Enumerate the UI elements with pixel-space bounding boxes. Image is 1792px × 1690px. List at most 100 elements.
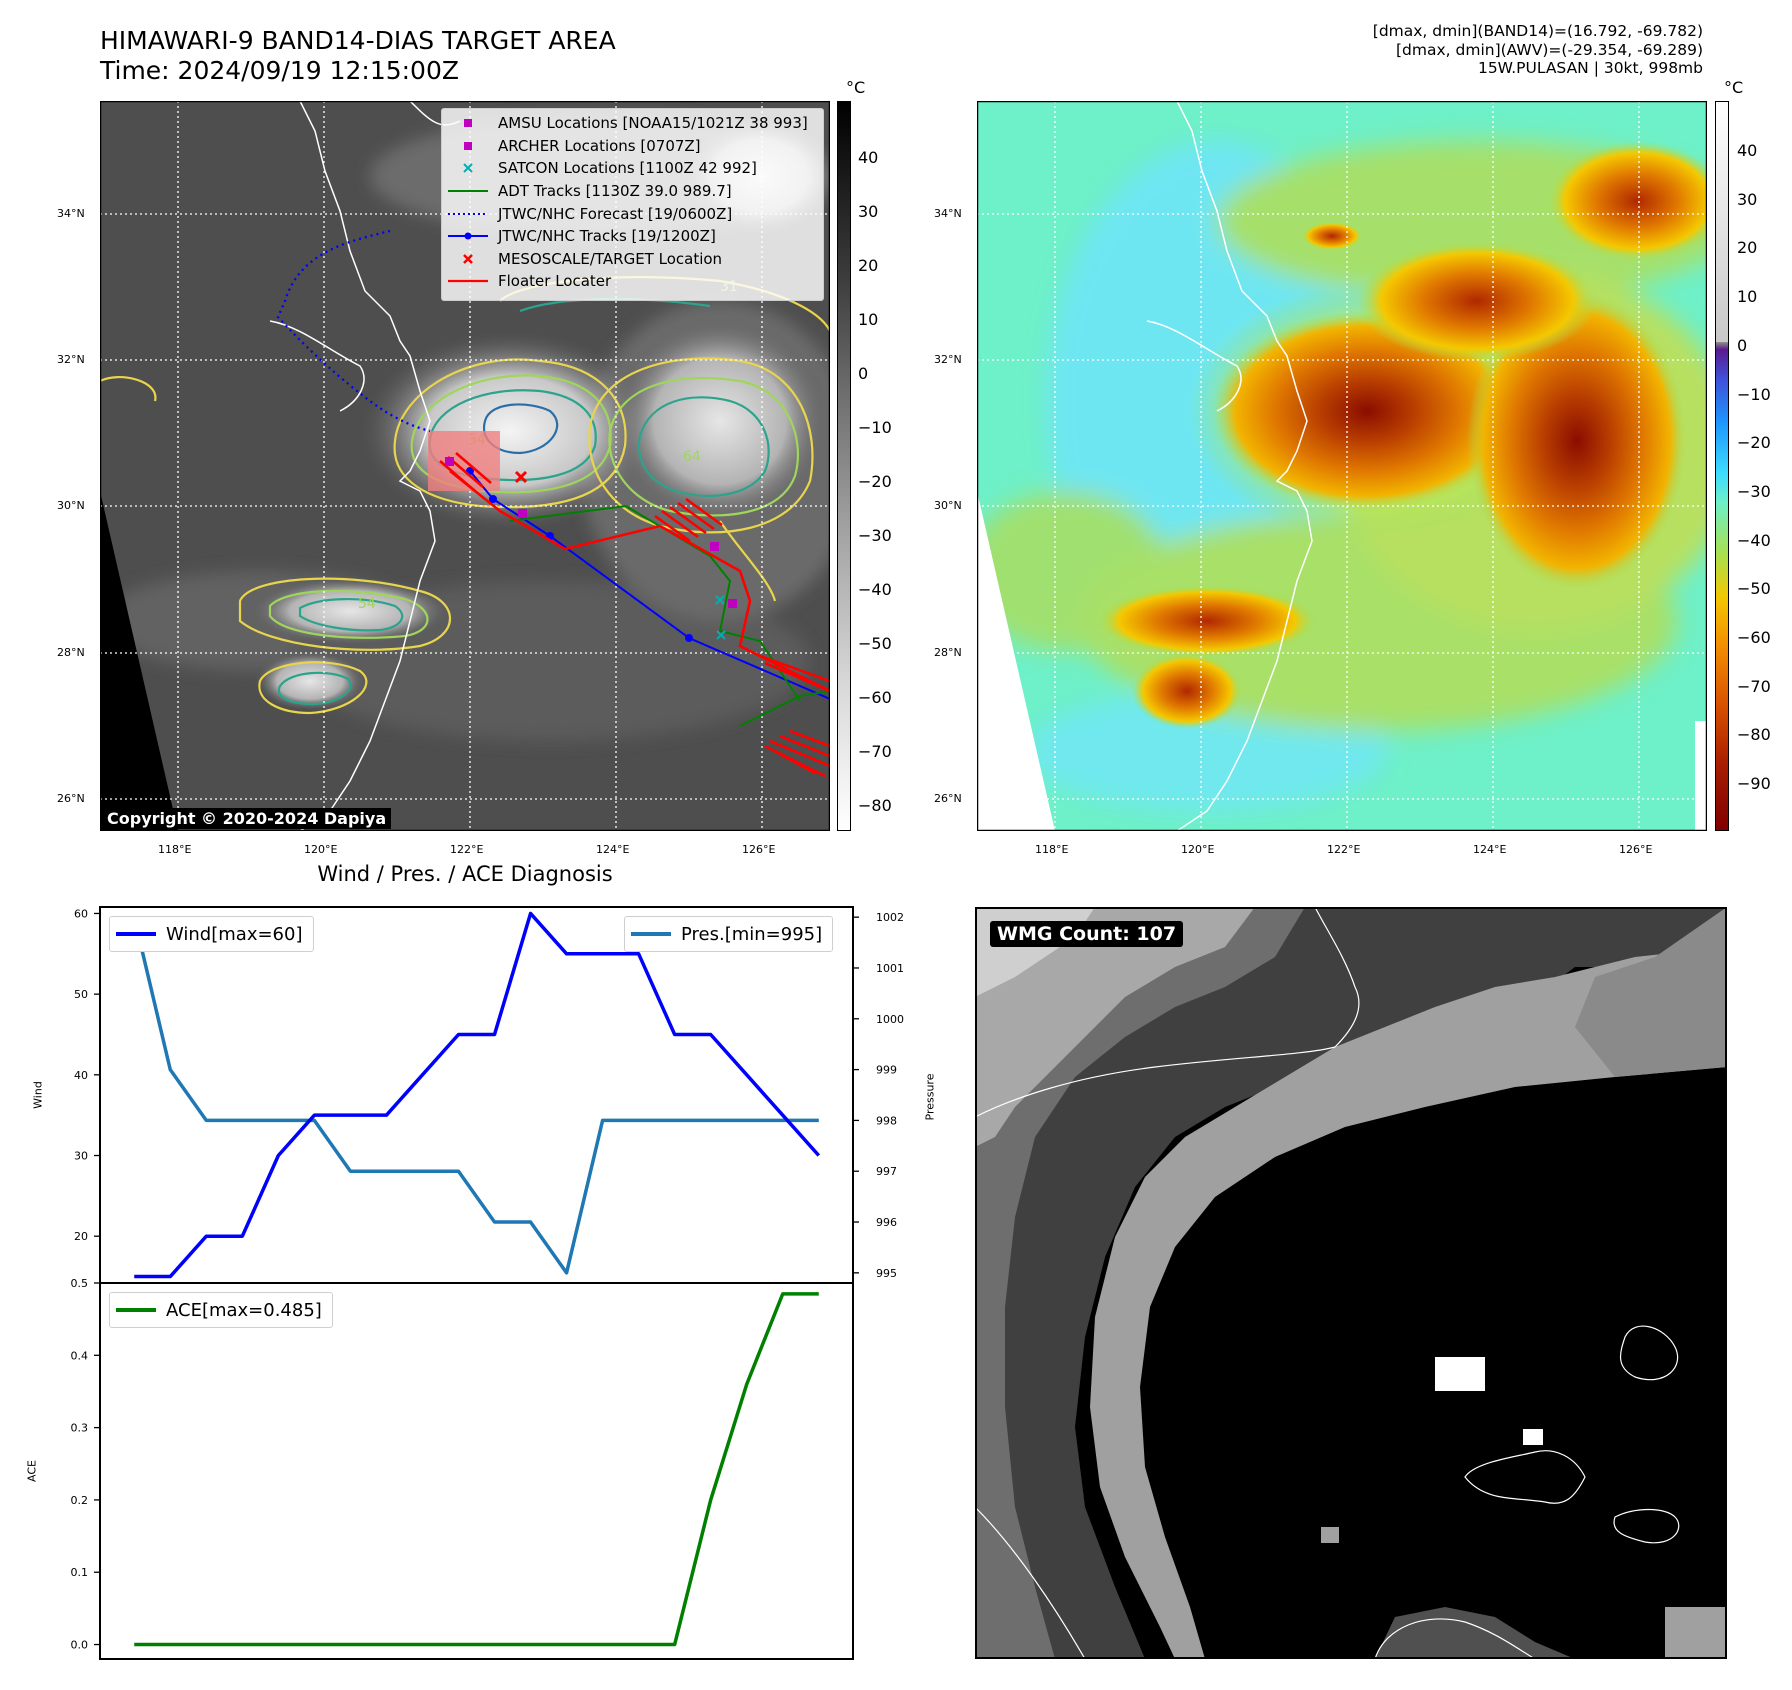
ace-tick-label: 0.1 [71,1566,89,1579]
cb-tick: −50 [1737,579,1771,598]
cb-tick: −40 [858,580,892,599]
pressure-series-line [132,916,819,1275]
jtwc-track [466,467,830,700]
wind-legend: Wind[max=60] [109,916,314,952]
lat-label: 26°N [57,792,85,805]
floater-locater [439,452,830,778]
pressure-tick-label: 1000 [876,1013,904,1026]
lon-label: 120°E [1181,843,1215,856]
wind-tick-label: 40 [74,1069,88,1082]
awv-gridlines [977,101,1707,831]
pressure-tick-label: 997 [876,1165,897,1178]
jtwc-forecast-track [276,229,431,433]
cloud-core-east [610,316,830,526]
pressure-tick-label: 1001 [876,962,904,975]
cb-tick: −70 [1737,677,1771,696]
lat-label: 34°N [934,207,962,220]
lat-label: 34°N [57,207,85,220]
cb-tick: −80 [1737,725,1771,744]
adt-track [509,504,801,702]
ace-tick-label: 0.2 [71,1494,89,1507]
wmg-band-mid [975,907,1305,1659]
target-x-marker [514,470,528,484]
lat-label: 26°N [934,792,962,805]
diag-title: Wind / Pres. / ACE Diagnosis [317,862,613,886]
ace-ylabel: ACE [25,1460,39,1482]
archer-marker [728,599,737,608]
ace-series-line [134,1292,819,1647]
wmg-band-dark [975,907,1727,1659]
awv-map-frame [977,101,1707,831]
ace-tick-label: 0.4 [71,1349,89,1362]
wmg-coastline [975,907,1680,1659]
lon-label: 118°E [158,843,192,856]
awv-ne [1547,141,1707,261]
contour-label: 64 [683,449,701,465]
lat-label: 28°N [57,646,85,659]
legend-item-jtwc: JTWC/NHC Tracks [19/1200Z] [442,225,823,248]
cb-tick: 30 [858,202,879,221]
figure-title: HIMAWARI-9 BAND14-DIAS TARGET AREA [100,26,616,55]
cb-tick: −30 [1737,482,1771,501]
info-storm: 15W.PULASAN | 30kt, 998mb [1477,59,1703,77]
wmg-frame [975,907,1727,1659]
ace-legend: ACE[max=0.485] [109,1292,333,1328]
wmg-band-ne [1575,907,1727,1077]
contour-label: 54 [358,596,376,612]
awv-band-west [1097,585,1317,657]
legend-item-floater: Floater Locater [448,272,612,291]
lon-label: 126°E [1619,843,1653,856]
legend-item-archer: ARCHER Locations [0707Z] [442,135,823,158]
legend-item-adt: ADT Tracks [1130Z 39.0 989.7] [448,182,732,201]
amsu-marker [445,457,454,466]
awv-cell-sw [1132,653,1242,729]
cb-tick: −20 [1737,433,1771,452]
cb-tick: 20 [858,256,879,275]
info-band14: [dmax, dmin](BAND14)=(16.792, -69.782) [1372,22,1703,40]
wmg-white-patch [1435,1357,1485,1391]
lat-label: 32°N [934,353,962,366]
cb-tick: 0 [858,364,869,383]
awv-band-north [1357,241,1597,361]
wind-pressure-plot: 60 50 40 30 20 1002 1001 1000 999 998 997 996 995 [74,907,904,1279]
pressure-tick-label: 998 [876,1114,897,1127]
cb-tick: −70 [858,742,892,761]
cb-tick: 10 [858,310,879,329]
cb-tick: 40 [858,148,879,167]
lat-label: 30°N [57,499,85,512]
wmg-white-patch [1523,1429,1543,1445]
colorbar-gray [837,101,851,831]
legend-item-forecast: JTWC/NHC Forecast [19/0600Z] [448,204,733,223]
awv-core-main [1212,311,1522,511]
pressure-legend-line [631,932,671,936]
wmg-patch-se [1665,1607,1727,1659]
awv-no-data-region [977,491,1055,831]
cb-tick: 0 [1737,336,1748,355]
ace-plot-frame [99,1282,854,1660]
wind-tick-label: 60 [74,907,88,920]
cb-tick: −60 [858,688,892,707]
satcon-marker [715,595,726,640]
lon-label: 122°E [450,843,484,856]
lon-label: 124°E [596,843,630,856]
legend-item-amsu: AMSU Locations [NOAA15/1021Z 38 993] [442,112,823,135]
ace-plot: 0.5 0.4 0.3 0.2 0.1 0.0 [71,1277,819,1652]
cb-tick: −50 [858,634,892,653]
cb-tick: −10 [858,418,892,437]
lat-label: 28°N [934,646,962,659]
lat-label: 30°N [934,499,962,512]
legend-item-target: MESOSCALE/TARGET Location [442,248,823,271]
lon-label: 122°E [1327,843,1361,856]
map-legend: AMSU Locations [NOAA15/1021Z 38 993] ARC… [441,108,824,301]
pressure-tick-label: 1002 [876,911,904,924]
awv-coastline [1146,101,1313,831]
wind-tick-label: 50 [74,988,88,1001]
archer-marker [710,542,719,551]
pressure-tick-label: 999 [876,1064,897,1077]
cb-tick: −80 [858,796,892,815]
wind-tick-label: 20 [74,1230,88,1243]
figure-time: Time: 2024/09/19 12:15:00Z [100,56,459,85]
awv-map [977,101,1707,831]
lon-label: 118°E [1035,843,1069,856]
